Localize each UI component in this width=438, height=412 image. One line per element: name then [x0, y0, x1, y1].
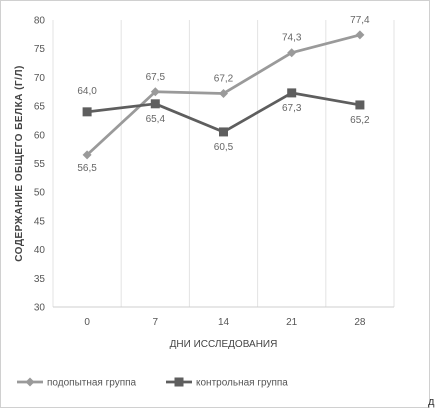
data-point-square: [355, 100, 365, 110]
x-tick-label: 14: [218, 317, 230, 328]
y-tick-label: 70: [34, 73, 46, 84]
legend: подопытная группа контрольная группа: [17, 377, 288, 389]
y-tick-label: 75: [34, 44, 46, 55]
data-label: 67,2: [214, 73, 234, 84]
data-point-square: [287, 88, 297, 98]
data-label: 67,5: [146, 72, 166, 83]
data-point-diamond: [355, 30, 365, 40]
y-tick-label: 55: [34, 159, 46, 170]
y-tick-label: 65: [34, 102, 46, 113]
data-point-diamond: [150, 87, 160, 97]
chart-frame: [0, 0, 430, 408]
data-label: 67,3: [282, 103, 302, 114]
data-label: 60,5: [214, 142, 234, 153]
x-axis-ticks: 0 7 14 21 28: [84, 317, 366, 328]
series-line: [86, 91, 361, 134]
y-tick-label: 45: [34, 216, 46, 227]
corner-mark: д: [428, 396, 435, 408]
data-label: 65,4: [146, 114, 166, 125]
y-tick-label: 35: [34, 274, 46, 285]
data-label: 64,0: [77, 86, 97, 97]
x-tick-label: 21: [286, 317, 298, 328]
data-point-square: [82, 107, 92, 117]
x-tick-label: 0: [84, 317, 90, 328]
data-label: 74,3: [282, 33, 302, 44]
legend-label: подопытная группа: [47, 378, 137, 389]
legend-label: контрольная группа: [196, 378, 288, 389]
data-point-square: [174, 377, 184, 387]
data-point-diamond: [287, 48, 297, 58]
series-lines: [82, 30, 365, 160]
data-point-diamond: [219, 88, 228, 98]
y-tick-label: 40: [34, 245, 46, 256]
y-tick-label: 30: [34, 303, 46, 314]
y-axis-title: СОДЕРЖАНИЕ ОБЩЕГО БЕЛКА (Г/Л): [14, 65, 25, 262]
data-labels: 56,5 67,5 67,2 74,3 77,4 64,0 65,4 60,5 67,3 65,2: [77, 15, 370, 174]
x-tick-label: 28: [354, 317, 366, 328]
data-label: 77,4: [350, 15, 370, 26]
data-label: 56,5: [77, 163, 97, 174]
x-tick-label: 7: [153, 317, 159, 328]
y-tick-label: 80: [34, 16, 46, 27]
data-label: 65,2: [350, 115, 370, 126]
data-point-diamond: [25, 377, 35, 387]
data-point-diamond: [82, 150, 92, 160]
y-axis-ticks: 30 35 40 45 50 55 60 65 70 75 80: [34, 16, 46, 314]
data-point-square: [150, 99, 160, 109]
gridlines: [52, 20, 395, 308]
x-axis-title: ДНИ ИССЛЕДОВАНИЯ: [170, 339, 278, 350]
y-tick-label: 60: [34, 130, 46, 141]
data-point-square: [219, 127, 228, 137]
y-tick-label: 50: [34, 188, 46, 199]
